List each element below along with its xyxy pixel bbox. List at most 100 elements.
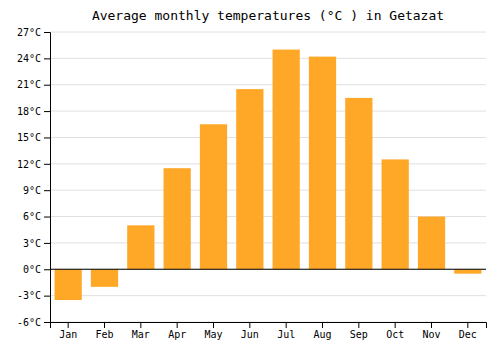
grid-line bbox=[50, 111, 486, 112]
y-tick-mark bbox=[44, 217, 50, 218]
x-tick-mark bbox=[431, 322, 432, 328]
x-tick: Nov bbox=[422, 322, 440, 340]
y-tick-mark bbox=[44, 58, 50, 59]
x-axis-line bbox=[51, 323, 487, 329]
grid-line bbox=[50, 163, 486, 164]
x-tick: Sep bbox=[350, 322, 368, 340]
y-tick: 6°C bbox=[23, 211, 50, 222]
y-tick: 24°C bbox=[17, 53, 50, 64]
x-tick-mark bbox=[140, 322, 141, 328]
y-tick-label: 15°C bbox=[17, 132, 41, 143]
x-tick: Mar bbox=[132, 322, 150, 340]
y-tick: 27°C bbox=[17, 27, 50, 38]
y-tick: 9°C bbox=[23, 185, 50, 196]
x-tick: Jan bbox=[59, 322, 77, 340]
grid bbox=[50, 32, 486, 322]
x-tick-mark bbox=[286, 322, 287, 328]
y-tick-label: 12°C bbox=[17, 159, 41, 170]
x-tick-label: Apr bbox=[168, 329, 186, 340]
bar bbox=[345, 98, 372, 269]
y-tick-mark bbox=[44, 111, 50, 112]
y-tick-label: 21°C bbox=[17, 79, 41, 90]
x-tick-mark bbox=[249, 322, 250, 328]
bar bbox=[309, 57, 336, 270]
y-tick-mark bbox=[44, 296, 50, 297]
x-tick-label: Jun bbox=[241, 329, 259, 340]
y-tick-mark bbox=[44, 269, 50, 270]
x-tick-mark bbox=[358, 322, 359, 328]
x-tick: Feb bbox=[95, 322, 113, 340]
grid-line bbox=[50, 32, 486, 33]
y-tick-label: 24°C bbox=[17, 53, 41, 64]
x-tick-label: Nov bbox=[422, 329, 440, 340]
y-tick-mark bbox=[44, 190, 50, 191]
x-tick-mark bbox=[68, 322, 69, 328]
bar bbox=[382, 159, 409, 269]
bar bbox=[454, 269, 481, 273]
y-tick-label: 9°C bbox=[23, 185, 41, 196]
y-tick-mark bbox=[44, 164, 50, 165]
bar bbox=[273, 50, 300, 270]
grid-line bbox=[50, 84, 486, 85]
grid-line bbox=[50, 190, 486, 191]
y-tick: 12°C bbox=[17, 159, 50, 170]
y-tick-label: 18°C bbox=[17, 106, 41, 117]
y-axis-line bbox=[44, 33, 51, 323]
y-tick: 18°C bbox=[17, 106, 50, 117]
bar bbox=[236, 89, 263, 269]
x-tick-label: Dec bbox=[459, 329, 477, 340]
bar bbox=[200, 124, 227, 269]
bar bbox=[418, 217, 445, 270]
y-tick-label: -3°C bbox=[17, 290, 41, 301]
bar bbox=[164, 168, 191, 269]
y-tick: 0°C bbox=[23, 264, 50, 275]
y-tick-mark bbox=[44, 32, 50, 33]
title: Average monthly temperatures (°C ) in Ge… bbox=[92, 8, 444, 23]
bars bbox=[50, 50, 486, 300]
y-tick-label: 27°C bbox=[17, 27, 41, 38]
y-tick-label: 0°C bbox=[23, 264, 41, 275]
y-tick-mark bbox=[44, 322, 50, 323]
x-axis: Jan Feb Mar Apr May Jun Jul Aug Sep Oct Nov Dec bbox=[51, 322, 487, 340]
y-tick-mark bbox=[44, 243, 50, 244]
x-tick-label: Mar bbox=[132, 329, 150, 340]
x-tick-label: Aug bbox=[313, 329, 331, 340]
x-tick: Apr bbox=[168, 322, 186, 340]
x-tick: Jun bbox=[241, 322, 259, 340]
bar bbox=[127, 225, 154, 269]
y-tick-label: -6°C bbox=[17, 317, 41, 328]
x-tick-label: Sep bbox=[350, 329, 368, 340]
x-tick: May bbox=[204, 322, 222, 340]
y-tick: -6°C bbox=[17, 317, 50, 328]
bar bbox=[55, 269, 82, 300]
y-tick-label: 3°C bbox=[23, 238, 41, 249]
chart: Jan Feb Mar Apr May Jun Jul Aug Sep Oct Nov Dec -6°C… bbox=[0, 0, 500, 350]
bar bbox=[91, 269, 118, 287]
grid-line bbox=[50, 269, 486, 270]
y-tick-mark bbox=[44, 137, 50, 138]
x-tick-mark bbox=[467, 322, 468, 328]
x-tick-mark bbox=[395, 322, 396, 328]
y-tick: 3°C bbox=[23, 238, 50, 249]
x-tick-mark bbox=[104, 322, 105, 328]
x-tick-label: Jul bbox=[277, 329, 295, 340]
x-tick: Oct bbox=[386, 322, 404, 340]
x-tick: Jul bbox=[277, 322, 295, 340]
plot: Jan Feb Mar Apr May Jun Jul Aug Sep Oct Nov Dec -6°C… bbox=[17, 27, 487, 340]
grid-line bbox=[50, 137, 486, 138]
x-tick-label: Jan bbox=[59, 329, 77, 340]
x-tick-mark bbox=[177, 322, 178, 328]
y-axis: -6°C -3°C 0°C 3°C 6°C 9°C 12°C 15°C 18°C 21°C 24°C… bbox=[17, 27, 51, 328]
x-tick-mark bbox=[213, 322, 214, 328]
x-tick-label: Feb bbox=[95, 329, 113, 340]
y-tick-mark bbox=[44, 85, 50, 86]
grid-line bbox=[50, 58, 486, 59]
y-tick: -3°C bbox=[17, 290, 50, 301]
x-tick-label: Oct bbox=[386, 329, 404, 340]
x-tick: Dec bbox=[459, 322, 477, 340]
grid-line bbox=[50, 295, 486, 296]
y-tick: 15°C bbox=[17, 132, 50, 143]
zero-line bbox=[50, 269, 486, 270]
x-tick-label: May bbox=[204, 329, 222, 340]
x-tick: Aug bbox=[313, 322, 331, 340]
